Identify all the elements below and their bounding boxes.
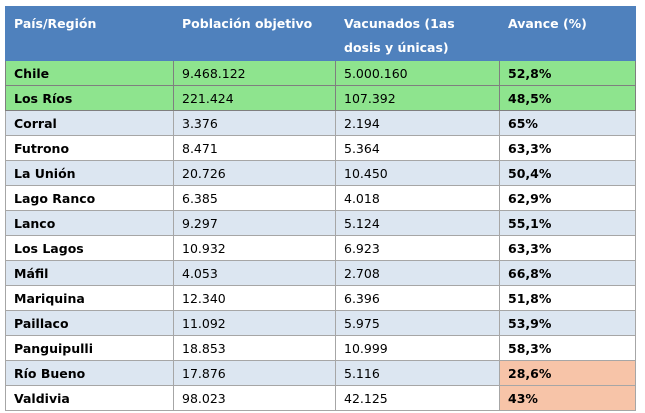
population-cell: 11.092	[173, 310, 336, 336]
population-cell: 4.053	[173, 260, 336, 286]
progress-cell: 63,3%	[499, 235, 636, 261]
population-cell: 18.853	[173, 335, 336, 361]
progress-cell: 51,8%	[499, 285, 636, 311]
progress-cell: 65%	[499, 110, 636, 136]
vaccinated-cell: 6.923	[335, 235, 500, 261]
vaccinated-cell: 5.000.160	[335, 60, 500, 86]
progress-cell: 50,4%	[499, 160, 636, 186]
population-cell: 17.876	[173, 360, 336, 386]
column-header-region: País/Región	[5, 6, 174, 61]
progress-cell: 53,9%	[499, 310, 636, 336]
region-cell: La Unión	[5, 160, 174, 186]
progress-cell: 63,3%	[499, 135, 636, 161]
vaccinated-cell: 4.018	[335, 185, 500, 211]
region-cell: Lanco	[5, 210, 174, 236]
population-cell: 3.376	[173, 110, 336, 136]
vaccinated-cell: 2.194	[335, 110, 500, 136]
region-cell: Futrono	[5, 135, 174, 161]
region-cell: Mariquina	[5, 285, 174, 311]
population-cell: 9.297	[173, 210, 336, 236]
progress-cell: 62,9%	[499, 185, 636, 211]
vaccinated-cell: 10.450	[335, 160, 500, 186]
vaccinated-cell: 5.124	[335, 210, 500, 236]
population-cell: 221.424	[173, 85, 336, 111]
progress-cell: 43%	[499, 385, 636, 411]
population-cell: 10.932	[173, 235, 336, 261]
table-row: La Unión 20.726 10.450 50,4%	[5, 160, 636, 186]
region-cell: Los Lagos	[5, 235, 174, 261]
vaccinated-cell: 42.125	[335, 385, 500, 411]
region-cell: Lago Ranco	[5, 185, 174, 211]
vaccinated-cell: 5.116	[335, 360, 500, 386]
population-cell: 12.340	[173, 285, 336, 311]
table-row: Máfil 4.053 2.708 66,8%	[5, 260, 636, 286]
vaccinated-cell: 5.975	[335, 310, 500, 336]
region-cell: Panguipulli	[5, 335, 174, 361]
table-body: Chile 9.468.122 5.000.160 52,8% Los Ríos 221.…	[5, 60, 636, 411]
table-header-row: País/Región Población objetivo Vacunados…	[5, 6, 636, 61]
column-header-progress: Avance (%)	[499, 6, 636, 61]
table-row: Lanco 9.297 5.124 55,1%	[5, 210, 636, 236]
region-cell: Corral	[5, 110, 174, 136]
population-cell: 8.471	[173, 135, 336, 161]
progress-cell: 52,8%	[499, 60, 636, 86]
table-row: Paillaco 11.092 5.975 53,9%	[5, 310, 636, 336]
table-row: Los Ríos 221.424 107.392 48,5%	[5, 85, 636, 111]
vaccinated-cell: 5.364	[335, 135, 500, 161]
column-header-vaccinated: Vacunados (1as dosis y únicas)	[335, 6, 500, 61]
table-row: Río Bueno 17.876 5.116 28,6%	[5, 360, 636, 386]
table-row: Chile 9.468.122 5.000.160 52,8%	[5, 60, 636, 86]
vaccination-table: País/Región Población objetivo Vacunados…	[5, 6, 636, 411]
table-row: Corral 3.376 2.194 65%	[5, 110, 636, 136]
region-cell: Chile	[5, 60, 174, 86]
population-cell: 98.023	[173, 385, 336, 411]
region-cell: Río Bueno	[5, 360, 174, 386]
population-cell: 20.726	[173, 160, 336, 186]
region-cell: Valdivia	[5, 385, 174, 411]
table-row: Panguipulli 18.853 10.999 58,3%	[5, 335, 636, 361]
progress-cell: 58,3%	[499, 335, 636, 361]
table-row: Lago Ranco 6.385 4.018 62,9%	[5, 185, 636, 211]
table-row: Valdivia 98.023 42.125 43%	[5, 385, 636, 411]
vaccinated-cell: 2.708	[335, 260, 500, 286]
table-row: Mariquina 12.340 6.396 51,8%	[5, 285, 636, 311]
progress-cell: 55,1%	[499, 210, 636, 236]
vaccinated-cell: 107.392	[335, 85, 500, 111]
region-cell: Los Ríos	[5, 85, 174, 111]
column-header-population: Población objetivo	[173, 6, 336, 61]
progress-cell: 66,8%	[499, 260, 636, 286]
population-cell: 6.385	[173, 185, 336, 211]
table-row: Los Lagos 10.932 6.923 63,3%	[5, 235, 636, 261]
vaccinated-cell: 10.999	[335, 335, 500, 361]
progress-cell: 48,5%	[499, 85, 636, 111]
table-row: Futrono 8.471 5.364 63,3%	[5, 135, 636, 161]
region-cell: Máfil	[5, 260, 174, 286]
population-cell: 9.468.122	[173, 60, 336, 86]
vaccinated-cell: 6.396	[335, 285, 500, 311]
region-cell: Paillaco	[5, 310, 174, 336]
progress-cell: 28,6%	[499, 360, 636, 386]
